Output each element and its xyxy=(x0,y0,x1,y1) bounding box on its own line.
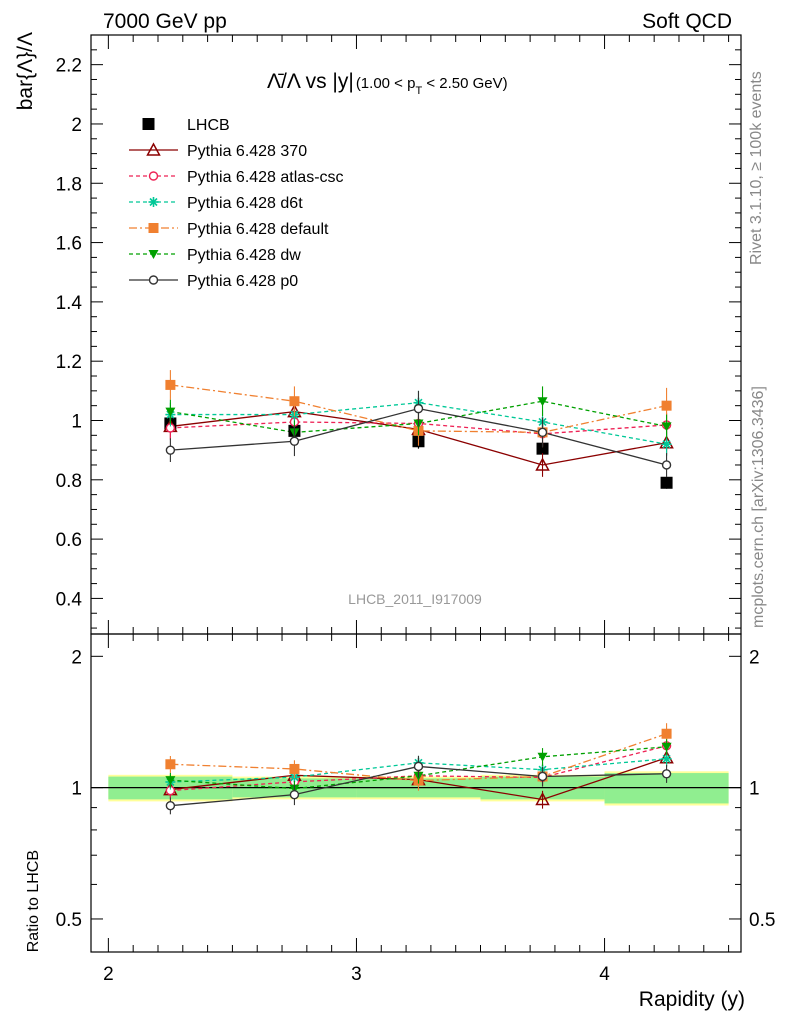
legend: LHCB Pythia 6.428 370 Pythia 6.428 atlas-c… xyxy=(129,117,344,290)
series-markers xyxy=(163,370,674,815)
marker-circle xyxy=(537,771,548,782)
marker-circle xyxy=(289,436,300,446)
analysis-watermark: LHCB_2011_I917009 xyxy=(348,591,482,607)
marker-star-stroke xyxy=(662,754,671,763)
legend-label: Pythia 6.428 370 xyxy=(187,143,307,160)
svg-text:Λ̄/Λ vs |y|(1.00 < pT < 2.50 G: Λ̄/Λ vs |y| (1.00 < pT < 2.50 GeV) xyxy=(267,70,508,97)
y-tick-label: 1.2 xyxy=(56,352,82,373)
marker-data xyxy=(660,476,673,489)
ratio-tick-label: 2 xyxy=(71,647,82,668)
marker-triangle-down xyxy=(537,397,548,407)
legend-label: Pythia 6.428 d6t xyxy=(187,195,303,212)
title-cut-end: < 2.50 GeV) xyxy=(422,75,507,92)
ratio-frame xyxy=(90,633,742,953)
legend-label: Pythia 6.428 dw xyxy=(187,247,301,264)
marker-circle xyxy=(165,445,176,455)
marker-circle xyxy=(148,171,159,181)
legend-label: LHCB xyxy=(187,117,230,134)
series-ratio-line xyxy=(170,758,667,783)
marker-star-stroke xyxy=(662,440,671,449)
mcplots-label: mcplots.cern.ch [arXiv:1306.3436] xyxy=(750,386,767,628)
marker-circle xyxy=(165,800,176,811)
marker-square xyxy=(289,763,300,774)
y-tick-label: 1.6 xyxy=(56,234,82,255)
marker-triangle-down xyxy=(537,752,548,762)
y-tick-label: 2.2 xyxy=(56,56,82,77)
x-tick-label: 2 xyxy=(103,964,114,985)
series-ratio-line xyxy=(170,746,667,790)
marker-circle xyxy=(413,403,424,414)
title-main: Λ̄/Λ vs |y| xyxy=(267,70,354,93)
y-tick-label: 2 xyxy=(71,115,82,136)
ratio-tick-label: 0.5 xyxy=(56,910,82,931)
marker-star-stroke xyxy=(149,197,158,207)
marker-circle xyxy=(289,789,300,800)
marker-circle xyxy=(661,460,672,470)
marker-circle xyxy=(537,427,548,438)
marker-triangle xyxy=(535,791,550,806)
ratio-tick-label: 1 xyxy=(749,779,760,800)
marker-data xyxy=(536,442,549,455)
marker-star xyxy=(661,439,672,450)
y-tick-label: 0.4 xyxy=(56,589,83,610)
marker-triangle-down xyxy=(148,250,159,259)
y-tick-label: 1.4 xyxy=(56,293,83,314)
title-cut: (1.00 < p xyxy=(356,75,416,92)
ratio-y-axis-label: Ratio to LHCB xyxy=(25,850,42,952)
series-ratio-line xyxy=(170,733,667,782)
marker-circle xyxy=(413,761,424,772)
y-axis-label: bar{Λ}/Λ xyxy=(14,32,37,110)
header-energy: 7000 GeV pp xyxy=(103,10,227,33)
marker-triangle-down xyxy=(165,776,176,786)
legend-label: Pythia 6.428 p0 xyxy=(187,273,298,290)
marker-circle xyxy=(148,275,159,285)
ratio-tick-label: 2 xyxy=(749,647,760,668)
marker-square xyxy=(148,223,159,233)
ratio-tick-label: 1 xyxy=(71,779,82,800)
marker-circle xyxy=(661,769,672,779)
chart-title: Λ̄/Λ vs |y| (1.00 < pT < 2.50 GeV) xyxy=(267,70,508,97)
marker-star xyxy=(148,197,159,207)
y-tick-label: 1 xyxy=(71,411,82,432)
marker-triangle-down xyxy=(661,742,672,752)
marker-triangle xyxy=(535,457,550,471)
header-category: Soft QCD xyxy=(642,10,732,33)
marker-data xyxy=(142,118,155,130)
marker-triangle xyxy=(146,142,161,156)
marker-triangle-down xyxy=(661,422,672,432)
ratio-tick-label: 0.5 xyxy=(749,910,775,931)
x-tick-label: 3 xyxy=(351,964,362,985)
marker-square xyxy=(661,728,672,739)
marker-square xyxy=(661,400,672,411)
y-tick-label: 1.8 xyxy=(56,174,82,195)
marker-star xyxy=(661,753,672,764)
axes: 0.4 0.6 0.8 1 1.2 1.4 1.6 1.8 2 2.2 2 3 4 0.5 0.5 1 1 2 2 xyxy=(56,34,775,985)
legend-label: Pythia 6.428 default xyxy=(187,221,329,238)
rivet-label: Rivet 3.1.10, ≥ 100k events xyxy=(748,71,765,265)
x-axis-label: Rapidity (y) xyxy=(639,988,745,1011)
title-sub: T xyxy=(415,85,422,97)
y-tick-label: 0.6 xyxy=(56,530,82,551)
legend-label: Pythia 6.428 atlas-csc xyxy=(187,169,344,186)
marker-square xyxy=(165,759,176,770)
marker-square xyxy=(289,396,300,407)
y-tick-label: 0.8 xyxy=(56,471,82,492)
marker-triangle-down xyxy=(165,407,176,417)
marker-square xyxy=(165,379,176,390)
x-tick-label: 4 xyxy=(599,964,610,985)
